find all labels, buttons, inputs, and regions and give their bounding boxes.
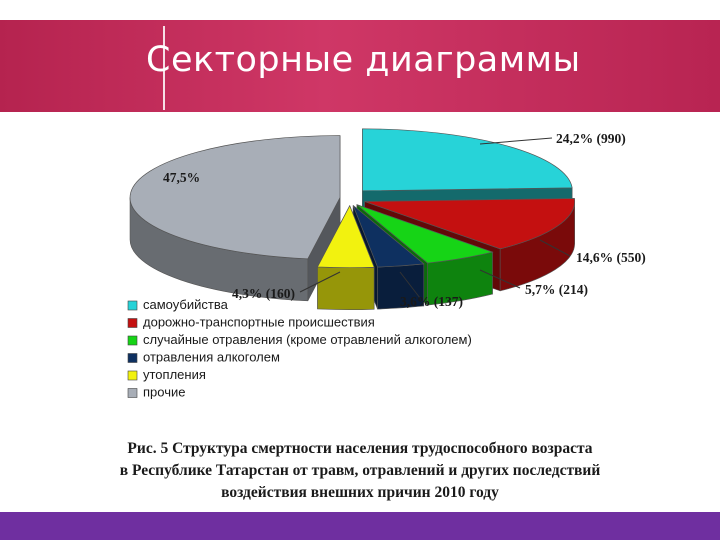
legend-swatch-1 (127, 300, 138, 311)
legend-swatch-3 (127, 335, 138, 346)
pie-slices (129, 128, 576, 310)
legend-entry-5: утопления (143, 367, 206, 382)
caption-line-1: Рис. 5 Структура смертности населения тр… (127, 440, 593, 457)
chart-legend: самоубийства дорожно-транспортные происше… (127, 297, 472, 400)
leader-lines (299, 137, 571, 299)
data-label-3: 5,7% (214) (525, 282, 588, 297)
leader-line-1 (479, 137, 553, 145)
legend-entry-2: дорожно-транспортные происшествия (143, 315, 375, 330)
data-label-1: 24,2% (990) (556, 131, 626, 146)
legend-swatch-4 (127, 353, 138, 363)
leader-line-5 (299, 271, 341, 293)
slice-top-4 (352, 205, 425, 268)
legend-swatch-6 (127, 388, 138, 398)
slice-top-1 (362, 128, 573, 192)
slice-top-3 (356, 204, 494, 264)
legend-entry-3: случайные отравления (кроме отравлений а… (143, 332, 472, 347)
data-label-6: 47,5% (163, 170, 200, 185)
legend-entry-1: самоубийства (143, 297, 229, 312)
slice-top-2 (364, 198, 576, 250)
data-label-4: 3,6% (137) (400, 294, 463, 309)
title-banner (0, 20, 720, 112)
legend-entry-6: прочие (143, 385, 185, 400)
data-label-2: 14,6% (550) (576, 250, 646, 265)
pie-chart: 24,2% (990) 14,6% (550) 5,7% (214) 3,6% (13… (127, 128, 646, 400)
legend-entry-4: отравления алкоголем (143, 350, 280, 365)
slice-labels: 24,2% (990) 14,6% (550) 5,7% (214) 3,6% (13… (163, 131, 646, 309)
leader-line-4 (399, 271, 421, 299)
legend-swatch-2 (127, 318, 138, 328)
slice-top-5 (316, 204, 375, 269)
caption-line-3: воздействия внешних причин 2010 году (221, 484, 499, 501)
slice-top-6 (129, 135, 341, 260)
caption-line-2: в Республике Татарстан от травм, отравле… (119, 462, 601, 479)
data-label-5: 4,3% (160) (232, 286, 295, 301)
slice-wall-5-1 (317, 266, 375, 310)
figure-caption: Рис. 5 Структура смертности населения тр… (20, 438, 700, 504)
slide-title: Секторные диаграммы (146, 40, 581, 80)
leader-line-2 (539, 239, 571, 257)
title-divider (163, 26, 165, 110)
legend-swatch-5 (127, 370, 138, 381)
leader-line-3 (479, 269, 521, 289)
footer-bar (0, 512, 720, 540)
